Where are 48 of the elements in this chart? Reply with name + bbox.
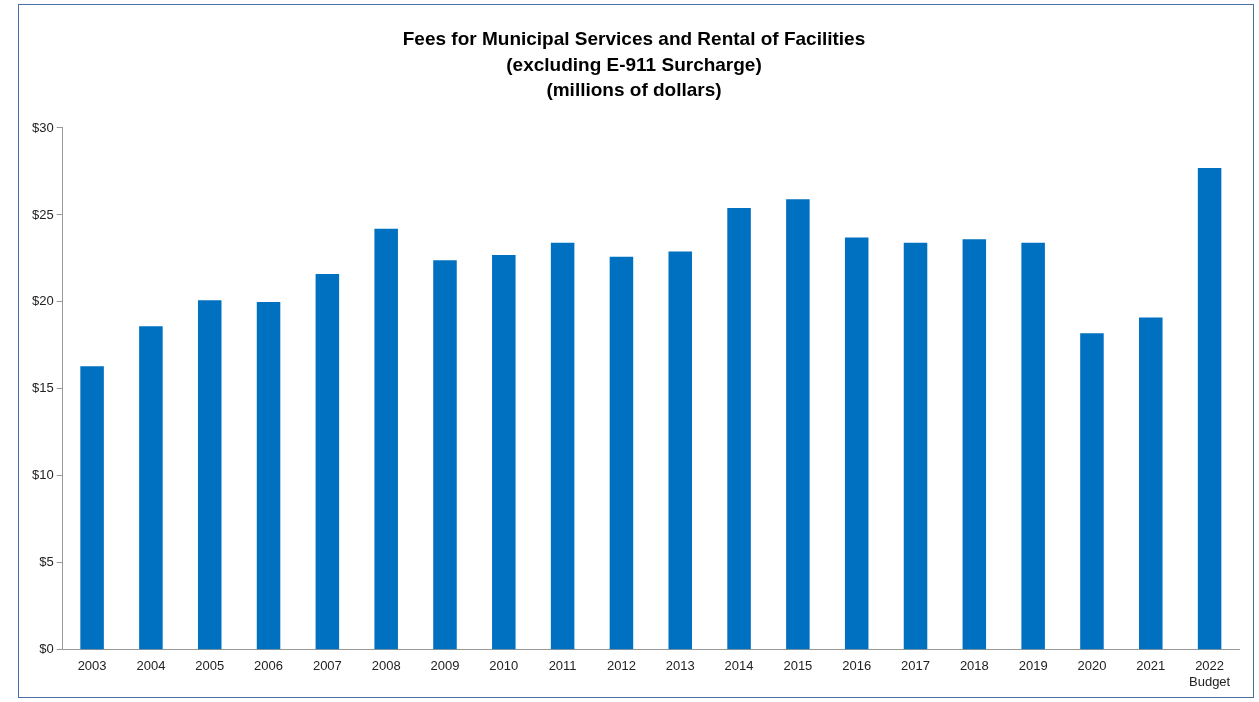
bar [139, 326, 163, 650]
x-tick-label: 2018 [959, 658, 989, 674]
y-tick-label: $0 [39, 641, 54, 657]
x-tick-label: 2006 [254, 658, 284, 674]
x-tick-label: 2014 [724, 658, 754, 674]
bar [1080, 333, 1104, 650]
x-tick-label: 2012 [606, 658, 636, 674]
bar [786, 199, 810, 650]
y-tick-label: $25 [31, 206, 54, 222]
x-tick-label: 2013 [665, 658, 695, 674]
y-tick-label: $15 [31, 380, 54, 396]
bar [1197, 167, 1222, 650]
x-tick-label: 2009 [430, 658, 460, 674]
bar [256, 301, 281, 650]
x-tick-label: 2003 [77, 658, 107, 674]
x-tick-label: 2016 [842, 658, 872, 674]
bar [727, 207, 751, 650]
bar [668, 251, 693, 650]
chart-title: Fees for Municipal Services and Rental of Facilities (excluding E-911 Surcharge) (millions of dollars) [402, 28, 866, 101]
bar [903, 242, 928, 650]
x-tick-label: 2010 [489, 658, 519, 674]
x-tick-label: 2022 Budget [1188, 658, 1231, 689]
x-tick-label: 2020 [1077, 658, 1107, 674]
bar [374, 228, 398, 650]
x-tick-label: 2005 [195, 658, 225, 674]
x-tick-label: 2004 [136, 658, 166, 674]
bar [492, 254, 516, 650]
y-tick-label: $5 [39, 554, 54, 570]
y-tick-label: $20 [31, 293, 54, 309]
bar [433, 260, 457, 650]
bar [1139, 317, 1163, 650]
x-tick-label: 2017 [901, 658, 930, 674]
x-tick-label: 2011 [548, 658, 577, 674]
bar [197, 300, 222, 650]
bar [1021, 242, 1045, 650]
x-tick-label: 2008 [371, 658, 401, 674]
bar [962, 239, 987, 650]
bar [609, 256, 634, 650]
x-tick-label: 2015 [783, 658, 813, 674]
bar [315, 274, 340, 650]
x-tick-label: 2019 [1018, 658, 1048, 674]
x-tick-label: 2021 [1136, 658, 1166, 674]
bar [844, 237, 869, 650]
bar [80, 366, 104, 650]
y-tick-label: $30 [31, 119, 54, 135]
x-tick-label: 2007 [312, 658, 342, 674]
bar [550, 242, 575, 650]
y-tick-label: $10 [31, 467, 54, 483]
